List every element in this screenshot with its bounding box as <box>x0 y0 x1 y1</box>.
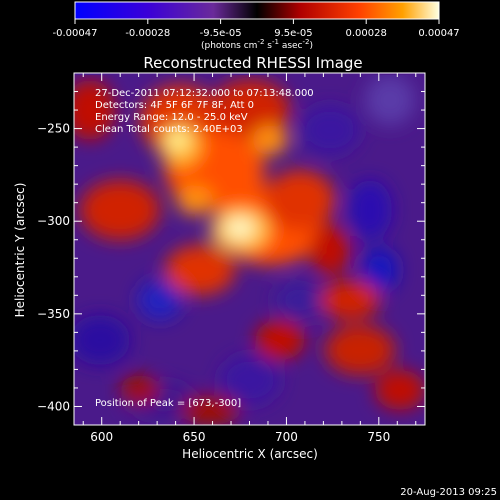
y-tick-label: −300 <box>37 214 70 228</box>
axis-ticks: 600 650 700 750 −250 −300 −350 −400 <box>37 72 425 444</box>
x-tick-label: 650 <box>183 430 206 444</box>
x-axis-label: Heliocentric X (arcsec) <box>182 447 318 461</box>
heatmap-image <box>74 73 425 425</box>
colorbar-tick-label: -0.00047 <box>53 28 98 39</box>
y-tick-label: −350 <box>37 307 70 321</box>
colorbar-gradient <box>74 1 440 20</box>
colorbar-tick-label: -9.5e-05 <box>200 28 242 39</box>
info-line-time: 27-Dec-2011 07:12:32.000 to 07:13:48.000 <box>95 88 314 99</box>
footer-timestamp: 20-Aug-2013 09:25 <box>400 487 497 498</box>
colorbar-tick-label: 9.5e-05 <box>274 28 312 39</box>
colorbar-unit-label: (photons cm-2 s-1 asec-2) <box>201 38 313 51</box>
y-tick-label: −250 <box>37 122 70 136</box>
x-tick-label: 750 <box>367 430 390 444</box>
colorbar-tick-label: 0.00047 <box>418 28 459 39</box>
colorbar-tick-label: -0.00028 <box>125 28 170 39</box>
info-line-energy: Energy Range: 12.0 - 25.0 keV <box>95 112 248 123</box>
x-tick-label: 600 <box>90 430 113 444</box>
y-tick-label: −400 <box>37 399 70 413</box>
plot-title: Reconstructed RHESSI Image <box>143 54 362 72</box>
peak-position-label: Position of Peak = [673,-300] <box>95 398 241 409</box>
colorbar: -0.00047 -0.00028 -9.5e-05 9.5e-05 0.00028 0.… <box>53 1 460 51</box>
colorbar-ticks: -0.00047 -0.00028 -9.5e-05 9.5e-05 0.00028 0.… <box>53 19 460 39</box>
x-tick-label: 700 <box>275 430 298 444</box>
info-annotation: 27-Dec-2011 07:12:32.000 to 07:13:48.000… <box>95 88 314 135</box>
y-axis-label: Heliocentric Y (arcsec) <box>13 183 27 318</box>
colorbar-tick-label: 0.00028 <box>346 28 387 39</box>
info-line-counts: Clean Total counts: 2.40E+03 <box>95 124 243 135</box>
info-line-detectors: Detectors: 4F 5F 6F 7F 8F, Att 0 <box>95 100 254 111</box>
